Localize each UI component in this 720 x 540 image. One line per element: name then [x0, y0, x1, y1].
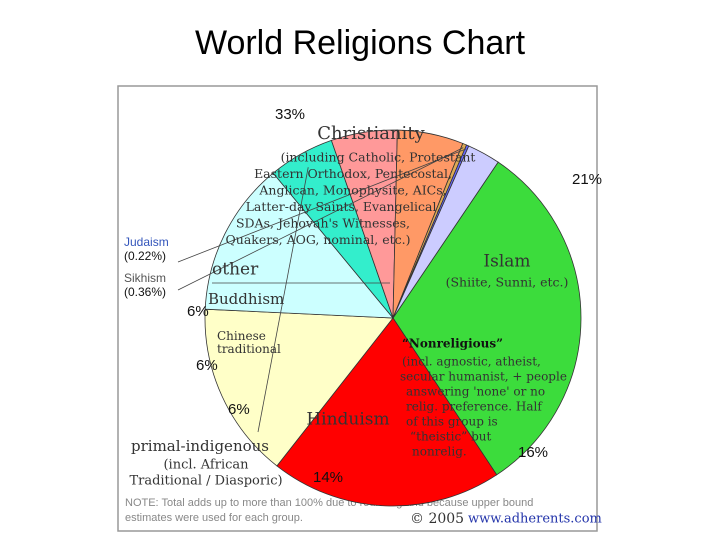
- slice-description: Eastern Orthodox, Pentecostal,: [254, 166, 452, 181]
- category-label: Judaism: [124, 235, 169, 249]
- slice-description: (incl. agnostic, atheist,: [402, 355, 541, 369]
- category-label: “Nonreligious”: [402, 337, 503, 351]
- slice-description: nonrelig.: [412, 445, 467, 459]
- slice-description: (incl. African: [163, 458, 249, 473]
- value-label: 6%: [196, 357, 218, 374]
- value-label: 6%: [228, 401, 250, 418]
- slice-description: Traditional / Diasporic): [129, 474, 282, 489]
- slice-description: Quakers, AOG, nominal, etc.): [226, 232, 411, 247]
- note-line: NOTE: Total adds up to more than 100% du…: [125, 497, 533, 509]
- leader-line: [177, 147, 464, 291]
- category-label: Christianity: [317, 123, 425, 144]
- pie-slice: [204, 172, 394, 319]
- value-label: 33%: [275, 106, 305, 123]
- leader-line: [177, 148, 467, 263]
- pie-slice: [392, 161, 582, 476]
- chart-title: World Religions Chart: [195, 24, 526, 62]
- pie-slice: [276, 317, 498, 507]
- slice-description: of this group is: [406, 415, 498, 429]
- category-label: Buddhism: [208, 290, 284, 308]
- source: www.adherents.com: [468, 512, 602, 527]
- slice-description: relig. preference. Half: [406, 400, 543, 414]
- leader-line: [257, 167, 309, 433]
- pie-slice: [392, 145, 499, 319]
- slice-description: SDAs, Jehovah's Witnesses,: [236, 216, 410, 231]
- note-line: estimates were used for each group.: [125, 512, 303, 524]
- copyright: © 2005: [410, 511, 464, 527]
- category-label: other: [212, 260, 259, 280]
- category-label: Islam: [483, 252, 530, 272]
- value-label: (0.22%): [124, 249, 166, 263]
- slice-description: Latter-day Saints, Evangelical,: [246, 199, 441, 214]
- category-label: primal-indigenous: [131, 437, 269, 455]
- slice-description: secular humanist, + people: [400, 370, 567, 384]
- category-label: Sikhism: [124, 271, 166, 285]
- pie-slice: [204, 308, 394, 467]
- slice-description: answering 'none' or no: [406, 385, 545, 399]
- value-label: 6%: [187, 303, 209, 320]
- value-label: 14%: [313, 469, 343, 486]
- category-label: Hinduism: [306, 410, 389, 430]
- value-label: 16%: [518, 444, 548, 461]
- slice-description: (Shiite, Sunni, etc.): [446, 275, 569, 290]
- slice-description: Anglican, Monophysite, AICs,: [258, 183, 446, 198]
- value-label: (0.36%): [124, 285, 166, 299]
- category-label: Chinese traditional: [217, 329, 281, 356]
- slice-description: (including Catholic, Protestant: [281, 150, 476, 165]
- value-label: 21%: [572, 171, 602, 188]
- slice-description: “theistic” but: [410, 430, 492, 444]
